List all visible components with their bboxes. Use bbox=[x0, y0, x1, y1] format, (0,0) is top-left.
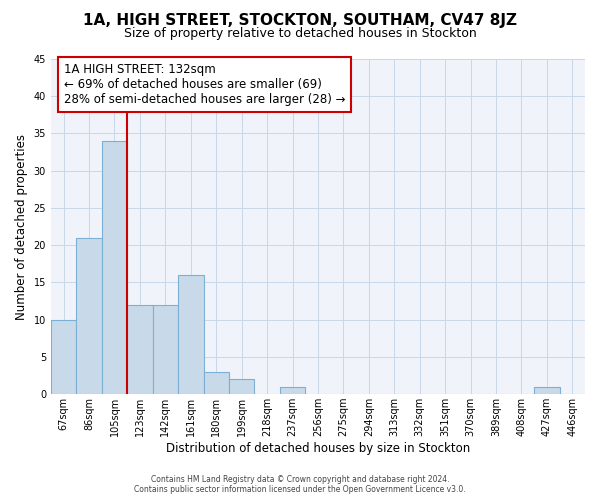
Y-axis label: Number of detached properties: Number of detached properties bbox=[15, 134, 28, 320]
Text: Size of property relative to detached houses in Stockton: Size of property relative to detached ho… bbox=[124, 28, 476, 40]
Text: 1A HIGH STREET: 132sqm
← 69% of detached houses are smaller (69)
28% of semi-det: 1A HIGH STREET: 132sqm ← 69% of detached… bbox=[64, 62, 345, 106]
Bar bbox=[534, 386, 560, 394]
X-axis label: Distribution of detached houses by size in Stockton: Distribution of detached houses by size … bbox=[166, 442, 470, 455]
Text: 1A, HIGH STREET, STOCKTON, SOUTHAM, CV47 8JZ: 1A, HIGH STREET, STOCKTON, SOUTHAM, CV47… bbox=[83, 12, 517, 28]
Bar bbox=[229, 380, 254, 394]
Bar bbox=[127, 305, 152, 394]
Bar bbox=[102, 141, 127, 394]
Bar bbox=[280, 386, 305, 394]
Bar bbox=[152, 305, 178, 394]
Bar bbox=[203, 372, 229, 394]
Bar bbox=[51, 320, 76, 394]
Text: Contains HM Land Registry data © Crown copyright and database right 2024.
Contai: Contains HM Land Registry data © Crown c… bbox=[134, 474, 466, 494]
Bar bbox=[178, 275, 203, 394]
Bar bbox=[76, 238, 102, 394]
